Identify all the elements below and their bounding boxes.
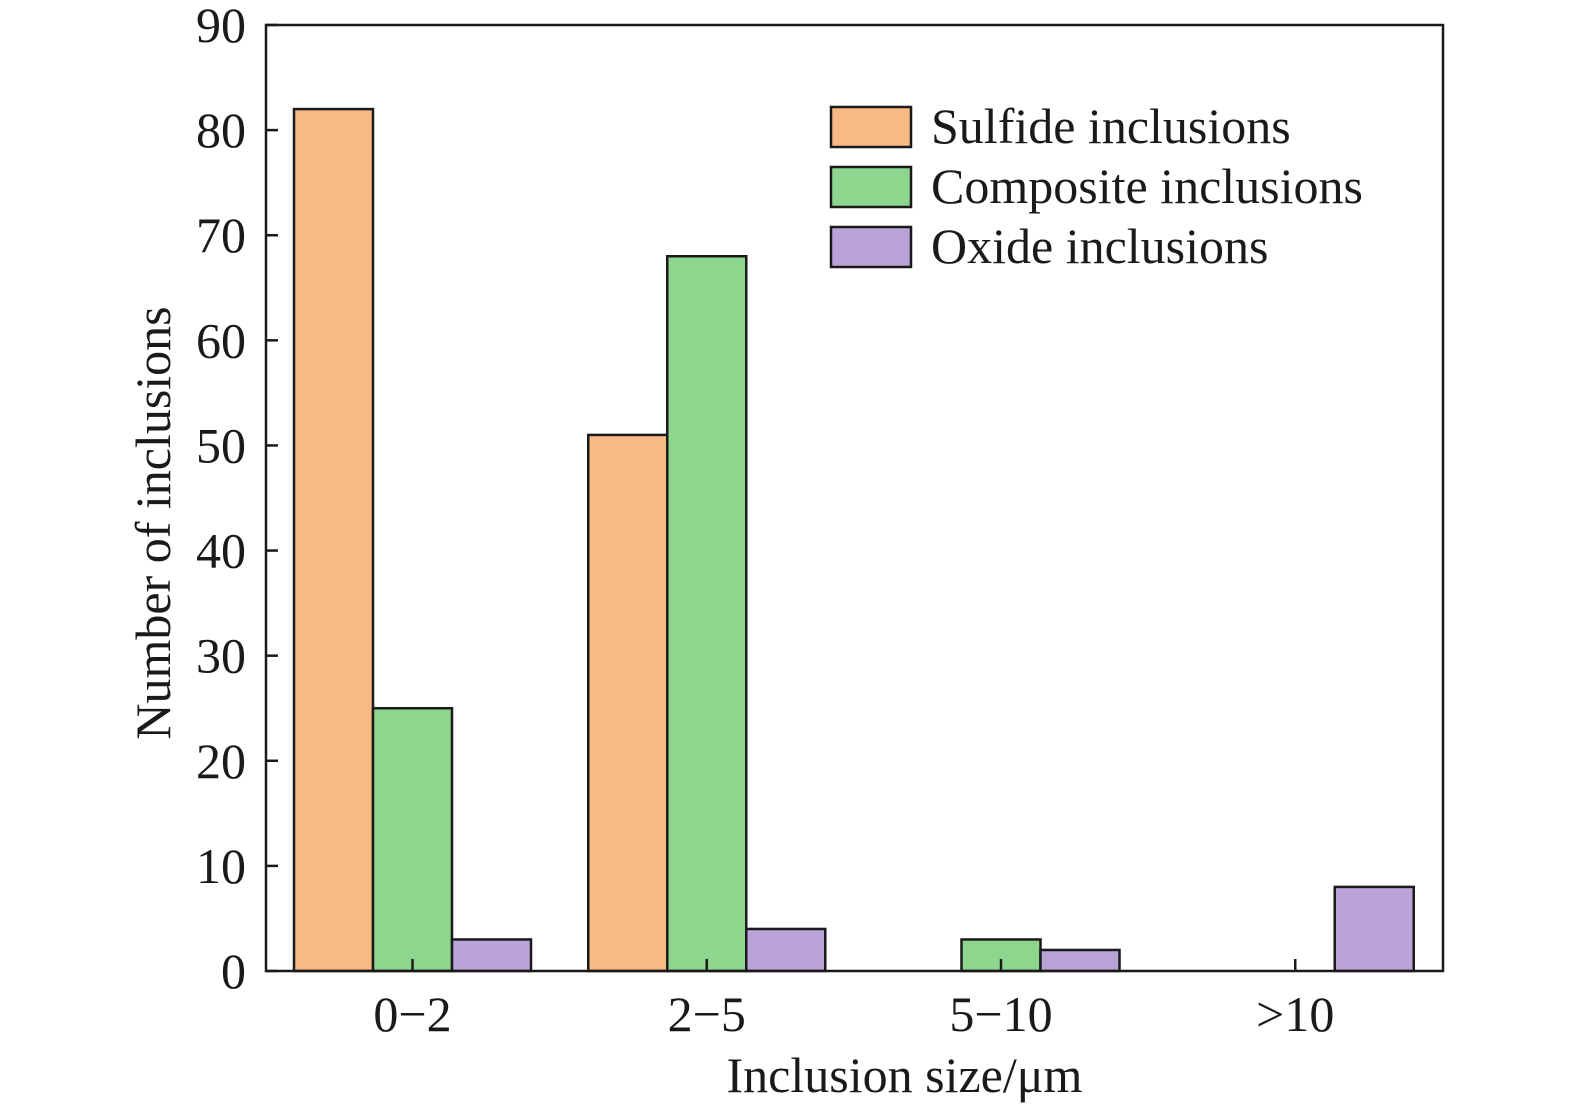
- y-tick-label: 10: [196, 838, 246, 894]
- y-tick-label: 20: [196, 733, 246, 789]
- y-tick-label: 0: [221, 943, 246, 999]
- x-tick-label: >10: [1256, 986, 1334, 1042]
- bar-oxide-2: [1039, 948, 1121, 973]
- legend-swatch-oxide: [829, 225, 913, 269]
- legend-label-oxide: Oxide inclusions: [931, 218, 1268, 274]
- y-tick-label: 80: [196, 102, 246, 158]
- bar-sulfide-0: [292, 107, 375, 973]
- bar-composite-1: [666, 254, 748, 973]
- y-axis: 0 10 20 30 40 50 60 70 80 90: [196, 0, 278, 999]
- x-tick-label: 5−10: [949, 986, 1052, 1042]
- x-axis: 0−2 2−5 5−10 >10: [373, 959, 1334, 1042]
- legend-label-sulfide: Sulfide inclusions: [931, 98, 1291, 154]
- bar-oxide-1: [745, 927, 827, 973]
- y-axis-label: Number of inclusions: [125, 306, 181, 739]
- legend-label-composite: Composite inclusions: [931, 158, 1363, 214]
- plot-frame: [264, 23, 1445, 973]
- y-tick-label: 40: [196, 523, 246, 579]
- x-axis-label: Inclusion size/μm: [727, 1047, 1083, 1103]
- y-tick-label: 30: [196, 628, 246, 684]
- bar-sulfide-1: [587, 433, 669, 973]
- y-tick-label: 70: [196, 207, 246, 263]
- y-tick-label: 50: [196, 417, 246, 473]
- bar-oxide-0: [450, 938, 533, 973]
- bar-oxide-3: [1333, 885, 1415, 973]
- bar-composite-0: [371, 706, 454, 973]
- x-tick-label: 2−5: [668, 986, 746, 1042]
- bars-group: [292, 107, 1415, 973]
- legend-swatch-sulfide: [829, 105, 913, 149]
- x-tick-label: 0−2: [373, 986, 451, 1042]
- y-tick-label: 60: [196, 312, 246, 368]
- y-tick-label: 90: [196, 0, 246, 53]
- legend-swatch-composite: [829, 165, 913, 209]
